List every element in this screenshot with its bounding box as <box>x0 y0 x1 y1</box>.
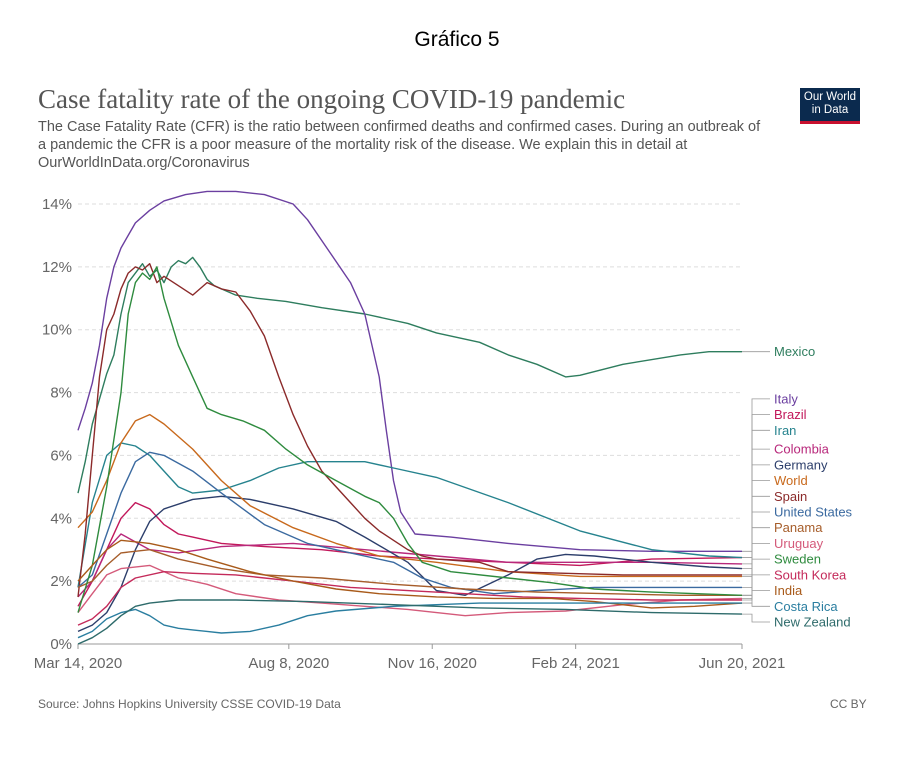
x-tick-label: Jun 20, 2021 <box>699 655 786 672</box>
chart-title: Case fatality rate of the ongoing COVID-… <box>38 84 626 114</box>
y-tick-label: 4% <box>50 510 72 527</box>
series-line[interactable] <box>77 599 743 645</box>
logo-line-2: in Data <box>811 104 849 116</box>
series-label-germany[interactable]: Germany <box>774 457 828 472</box>
y-axis-ticks: 0% 2% 4% 6% 8% 10% 12% 14% <box>42 196 72 653</box>
x-tick-label: Aug 8, 2020 <box>248 655 329 672</box>
series-line[interactable] <box>77 602 742 639</box>
logo-line-1: Our World <box>803 91 857 103</box>
label-connector <box>742 448 770 565</box>
series-line[interactable] <box>77 442 743 588</box>
series-label-costa-rica[interactable]: Costa Rica <box>774 599 838 614</box>
owid-logo[interactable]: Our World in Data <box>800 88 860 124</box>
series-label-iran[interactable]: Iran <box>774 423 796 438</box>
series-label-mexico[interactable]: Mexico <box>774 344 815 359</box>
series-label-world[interactable]: World <box>774 473 808 488</box>
series-label-sweden[interactable]: Sweden <box>774 552 821 567</box>
label-connector <box>742 495 770 576</box>
series-line[interactable] <box>77 533 743 598</box>
series-line[interactable] <box>77 266 743 613</box>
label-connector <box>742 480 770 577</box>
series-label-colombia[interactable]: Colombia <box>774 442 830 457</box>
label-connector <box>742 590 770 604</box>
label-connector <box>742 574 770 601</box>
series-label-spain[interactable]: Spain <box>774 489 807 504</box>
series-line[interactable] <box>77 564 743 617</box>
line-chart: 0% 2% 4% 6% 8% 10% 12% 14% Mar 14, 2020 Aug 8, 2… <box>34 190 853 672</box>
y-tick-label: 0% <box>50 636 72 653</box>
series-lines <box>77 190 743 645</box>
y-tick-label: 14% <box>42 196 72 213</box>
series-line[interactable] <box>77 263 742 597</box>
label-connector <box>742 613 770 623</box>
series-label-uruguay[interactable]: Uruguay <box>774 536 824 551</box>
series-label-india[interactable]: India <box>774 583 803 598</box>
figure-caption: Gráfico 5 <box>414 28 500 51</box>
grid <box>78 203 742 582</box>
series-label-south-korea[interactable]: South Korea <box>774 567 847 582</box>
series-label-united-states[interactable]: United States <box>774 505 853 520</box>
label-connector <box>742 558 770 596</box>
x-axis: Mar 14, 2020 Aug 8, 2020 Nov 16, 2020 Feb 2… <box>34 643 786 672</box>
y-tick-label: 10% <box>42 322 72 339</box>
label-connector <box>742 602 770 607</box>
y-tick-label: 8% <box>50 385 72 402</box>
series-line[interactable] <box>77 495 743 633</box>
series-label-italy[interactable]: Italy <box>774 391 798 406</box>
series-label-new-zealand[interactable]: New Zealand <box>774 615 851 630</box>
y-tick-label: 2% <box>50 573 72 590</box>
label-connector <box>742 398 770 552</box>
label-connector <box>742 527 770 596</box>
series-label-panama[interactable]: Panama <box>774 520 823 535</box>
series-label-brazil[interactable]: Brazil <box>774 407 807 422</box>
label-connector <box>742 414 770 558</box>
series-line[interactable] <box>77 190 742 552</box>
source-note: Source: Johns Hopkins University CSSE CO… <box>38 697 341 711</box>
series-line[interactable] <box>77 256 742 494</box>
x-tick-label: Feb 24, 2021 <box>531 655 619 672</box>
chart-subtitle: The Case Fatality Rate (CFR) is the rati… <box>38 119 761 171</box>
y-tick-label: 6% <box>50 447 72 464</box>
x-tick-label: Nov 16, 2020 <box>388 655 477 672</box>
y-tick-label: 12% <box>42 259 72 276</box>
x-tick-label: Mar 14, 2020 <box>34 655 122 672</box>
label-connectors <box>742 351 770 623</box>
series-line[interactable] <box>77 571 742 626</box>
license-note: CC BY <box>830 697 867 711</box>
